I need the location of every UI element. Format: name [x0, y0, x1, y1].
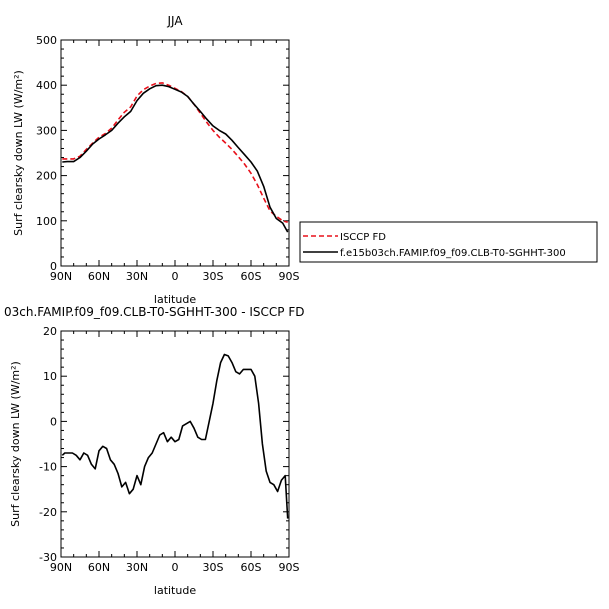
bottom-x-tick-label: 90S	[279, 561, 300, 574]
bottom-y-tick-label: -10	[39, 461, 57, 474]
top-series-line-0	[62, 82, 288, 223]
top-chart-title: JJA	[166, 14, 183, 28]
legend-label-isccp: ISCCP FD	[340, 232, 386, 243]
top-x-axis-label: latitude	[154, 293, 196, 306]
bottom-y-ticks: -30 -20 -10 0 10 20	[39, 325, 289, 564]
top-y-tick-label: 500	[36, 34, 57, 47]
top-series-line-1	[62, 84, 289, 233]
top-y-tick-label: 300	[36, 124, 57, 137]
bottom-x-tick-label: 0	[172, 561, 179, 574]
top-x-tick-label: 60N	[88, 270, 110, 283]
top-x-tick-label: 90S	[279, 270, 300, 283]
top-x-tick-label: 30N	[126, 270, 148, 283]
bottom-x-tick-label: 30N	[126, 561, 148, 574]
bottom-series-line-0	[61, 353, 289, 519]
bottom-y-axis-label: Surf clearsky down LW (W/m²)	[9, 361, 22, 527]
bottom-plot-frame	[60, 330, 290, 558]
top-x-tick-label: 30S	[203, 270, 224, 283]
top-y-tick-label: 0	[50, 260, 57, 273]
bottom-y-tick-label: 10	[43, 370, 57, 383]
top-y-tick-label: 100	[36, 215, 57, 228]
bottom-y-tick-label: -20	[39, 506, 57, 519]
bottom-x-tick-label: 60N	[88, 561, 110, 574]
top-x-tick-label: 0	[172, 270, 179, 283]
bottom-y-tick-label: -30	[39, 551, 57, 564]
top-y-tick-label: 400	[36, 79, 57, 92]
bottom-y-tick-label: 0	[50, 415, 57, 428]
bottom-series-lines	[61, 353, 289, 519]
top-x-tick-label: 60S	[241, 270, 262, 283]
top-series-lines	[62, 82, 289, 233]
top-x-ticks: 90N 60N 30N 0 30S 60S 90S	[50, 40, 300, 283]
bottom-x-tick-label: 60S	[241, 561, 262, 574]
top-y-axis-label: Surf clearsky down LW (W/m²)	[12, 70, 25, 236]
chart-legend: ISCCP FD f.e15b03ch.FAMIP.f09_f09.CLB-T0…	[299, 221, 598, 263]
bottom-x-axis-label: latitude	[154, 584, 196, 597]
bottom-x-tick-label: 30S	[203, 561, 224, 574]
bottom-panel: 03ch.FAMIP.f09_f09.CLB-T0-SGHHT-300 - IS…	[4, 305, 305, 597]
top-x-tick-label: 90N	[50, 270, 72, 283]
top-plot-frame	[60, 39, 290, 267]
top-panel: JJA 0 100 200 300 400 500 90N 60N 30N 0 30S 60S 90S…	[12, 14, 598, 306]
top-y-ticks: 0 100 200 300 400 500	[36, 34, 289, 273]
legend-label-model: f.e15b03ch.FAMIP.f09_f09.CLB-T0-SGHHT-30…	[340, 248, 566, 259]
bottom-x-ticks: 90N 60N 30N 0 30S 60S 90S	[50, 331, 300, 574]
legend-box	[299, 221, 598, 263]
bottom-y-tick-label: 20	[43, 325, 57, 338]
top-y-tick-label: 200	[36, 170, 57, 183]
bottom-x-tick-label: 90N	[50, 561, 72, 574]
bottom-chart-title: 03ch.FAMIP.f09_f09.CLB-T0-SGHHT-300 - IS…	[4, 305, 305, 319]
